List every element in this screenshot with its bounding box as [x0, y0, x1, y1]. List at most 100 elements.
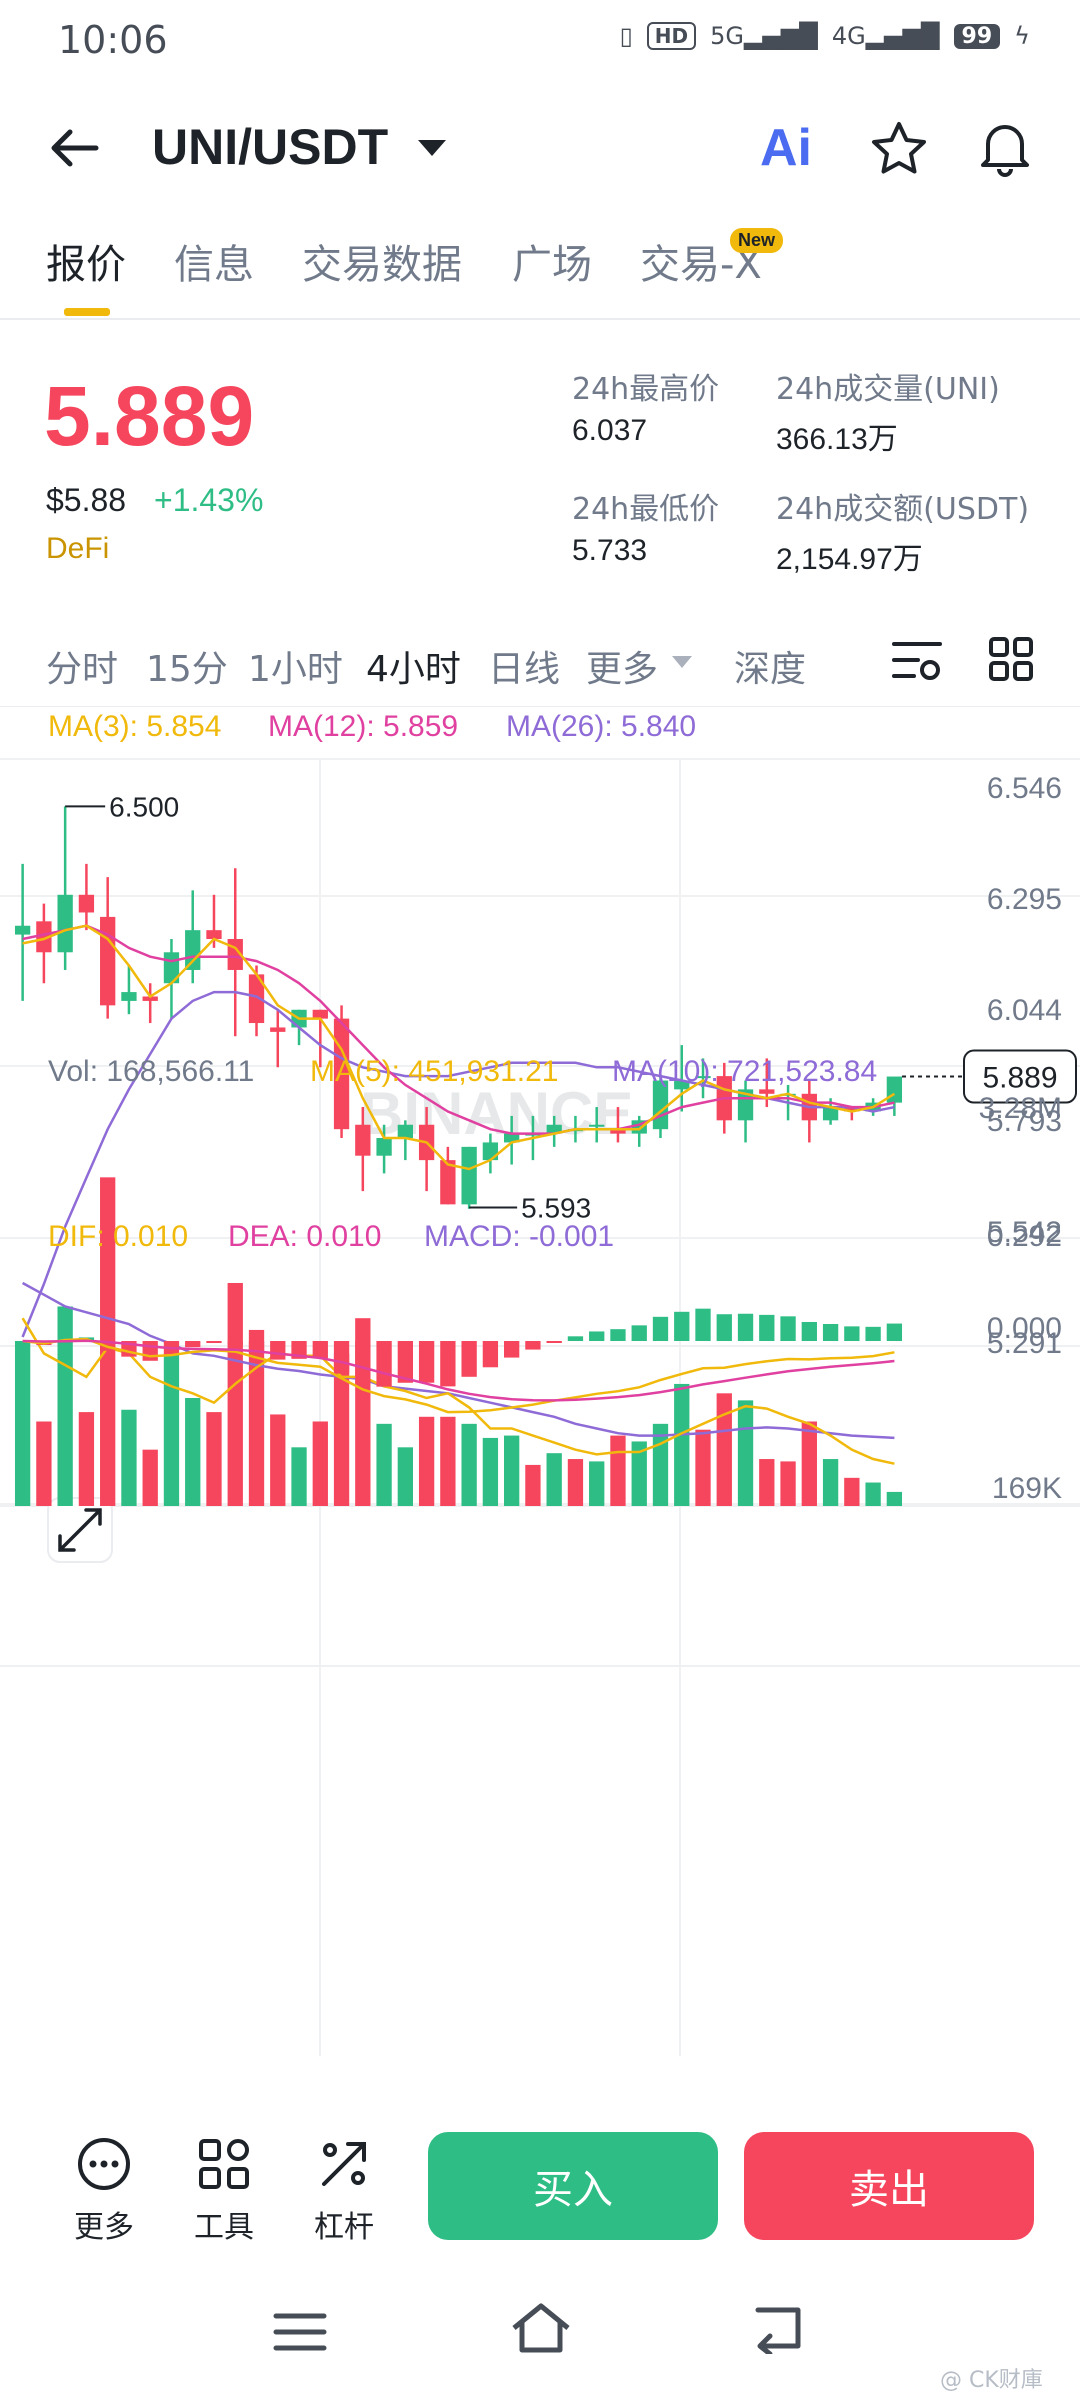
macd-histogram-bar: [418, 1341, 435, 1383]
volume-bar: [695, 1429, 711, 1506]
macd-histogram-bar: [631, 1325, 647, 1341]
pair-dropdown-caret-icon[interactable]: [418, 140, 446, 156]
volume-bar: [759, 1459, 775, 1506]
chart-settings-icon[interactable]: [890, 636, 944, 686]
interval-depth[interactable]: 深度: [734, 649, 807, 690]
interval-1d[interactable]: 日线: [488, 649, 561, 690]
volume-bar: [780, 1461, 796, 1506]
price-tick-label: 5.291: [987, 1327, 1062, 1360]
volume-bar: [546, 1453, 562, 1506]
sell-button[interactable]: 卖出: [744, 2132, 1034, 2240]
volume-bar: [674, 1383, 690, 1506]
nav-back-icon[interactable]: [748, 2302, 808, 2354]
candle-body: [695, 1076, 711, 1079]
vol-ma5-line: [21, 1317, 895, 1465]
volume-bar: [886, 1491, 903, 1506]
macd-histogram-bar: [525, 1341, 541, 1350]
notification-bell-icon[interactable]: [974, 116, 1036, 178]
candle-body: [376, 1138, 392, 1156]
volume-bar: [589, 1461, 605, 1506]
macd-histogram-bar: [227, 1341, 243, 1345]
current-price-label: 5.889: [982, 1062, 1057, 1095]
high-marker-label: 6.500: [109, 791, 179, 822]
interval-4h[interactable]: 4小时: [366, 649, 461, 690]
tab-info[interactable]: 信息: [174, 242, 254, 288]
volume-bar: [270, 1414, 286, 1506]
candle-body: [759, 1089, 775, 1094]
nav-menu-icon[interactable]: [272, 2310, 328, 2354]
expand-chart-icon[interactable]: [47, 1497, 113, 1563]
price-tick-label: 6.295: [987, 883, 1062, 916]
macd-histogram-bar: [844, 1326, 860, 1341]
pair-title[interactable]: UNI/USDT: [152, 119, 389, 175]
dea-line: [22, 1339, 895, 1402]
ai-assistant-icon[interactable]: Ai: [760, 119, 812, 177]
volume-bar: [631, 1441, 647, 1506]
buy-button[interactable]: 买入: [428, 2132, 718, 2240]
price-tick-label: 6.044: [987, 994, 1062, 1027]
more-dots-icon: [78, 2138, 130, 2190]
macd-histogram-bar: [737, 1313, 754, 1341]
volume-bar: [418, 1416, 435, 1506]
more-label: 更多: [74, 2210, 134, 2245]
leverage-label: 杠杆: [314, 2210, 374, 2245]
candle-body: [333, 1018, 350, 1130]
tools-label: 工具: [194, 2210, 254, 2245]
candles: [14, 806, 903, 1209]
grid-layout-icon[interactable]: [988, 636, 1034, 682]
macd-histogram-bar: [397, 1341, 413, 1383]
low-label: 24h最低价: [572, 492, 720, 527]
candle-body: [589, 1124, 605, 1127]
candle-body: [206, 930, 222, 940]
leverage-button[interactable]: 杠杆: [294, 2136, 394, 2246]
back-arrow-icon[interactable]: [46, 120, 102, 176]
macd-histogram-bar: [333, 1341, 350, 1374]
watermark: @ CK财庫: [940, 2368, 1043, 2393]
macd-tick-label: 0.000: [987, 1312, 1062, 1345]
vol-ma5-readout: MA(5): 451,931.21: [310, 1055, 558, 1088]
ma-lines: [21, 924, 896, 1338]
candle-body: [355, 1124, 371, 1156]
category-tag[interactable]: DeFi: [46, 532, 110, 565]
macd-histogram-bar: [610, 1329, 626, 1341]
tools-grid-icon: [199, 2139, 249, 2189]
favorite-star-icon[interactable]: [868, 118, 930, 180]
nav-home-icon[interactable]: [508, 2300, 574, 2356]
tools-button[interactable]: 工具: [174, 2136, 274, 2246]
leverage-icon: [322, 2142, 366, 2186]
tab-quote[interactable]: 报价: [46, 242, 126, 288]
interval-time[interactable]: 分时: [46, 649, 119, 690]
interval-15m[interactable]: 15分: [146, 649, 228, 690]
candle-body: [142, 996, 158, 1001]
ma3-readout: MA(3): 5.854: [48, 710, 221, 743]
volume-tick-label: 169K: [992, 1472, 1062, 1505]
macd-histogram-bar: [355, 1341, 371, 1385]
candle-body: [546, 1124, 562, 1134]
candle-body: [886, 1076, 903, 1103]
ma26-line: [21, 990, 895, 1338]
candle-body: [312, 1009, 328, 1019]
volume-value: 366.13万: [776, 423, 898, 456]
macd-histogram-bar: [886, 1323, 903, 1341]
divider: [0, 706, 1080, 707]
kline-chart[interactable]: BINANCE MA(3): 5.854 MA(12): 5.859 MA(26…: [0, 706, 1080, 2096]
macd-histogram-bar: [206, 1341, 222, 1344]
more-caret-icon[interactable]: [672, 656, 692, 668]
more-button[interactable]: 更多: [54, 2136, 154, 2246]
signal-4g-icon: 4G▂▄▆█: [831, 22, 940, 50]
ma26-readout: MA(26): 5.840: [506, 710, 696, 743]
tab-trading-data[interactable]: 交易数据: [302, 242, 462, 288]
volume-bar: [440, 1416, 456, 1506]
volume-bar: [504, 1435, 520, 1506]
volume-tick-label: 3.28M: [979, 1092, 1062, 1125]
macd-histogram-bar: [142, 1341, 158, 1361]
vol-readout: Vol: 168,566.11: [48, 1055, 254, 1088]
candle-body: [504, 1133, 520, 1143]
macd-tick-label: 0.292: [987, 1220, 1062, 1253]
macd-histogram-bar: [312, 1341, 328, 1359]
interval-1h[interactable]: 1小时: [248, 649, 343, 690]
interval-more[interactable]: 更多: [586, 649, 659, 690]
volume-bar: [567, 1459, 584, 1506]
volume-bar: [376, 1423, 392, 1506]
tab-square[interactable]: 广场: [512, 242, 592, 288]
